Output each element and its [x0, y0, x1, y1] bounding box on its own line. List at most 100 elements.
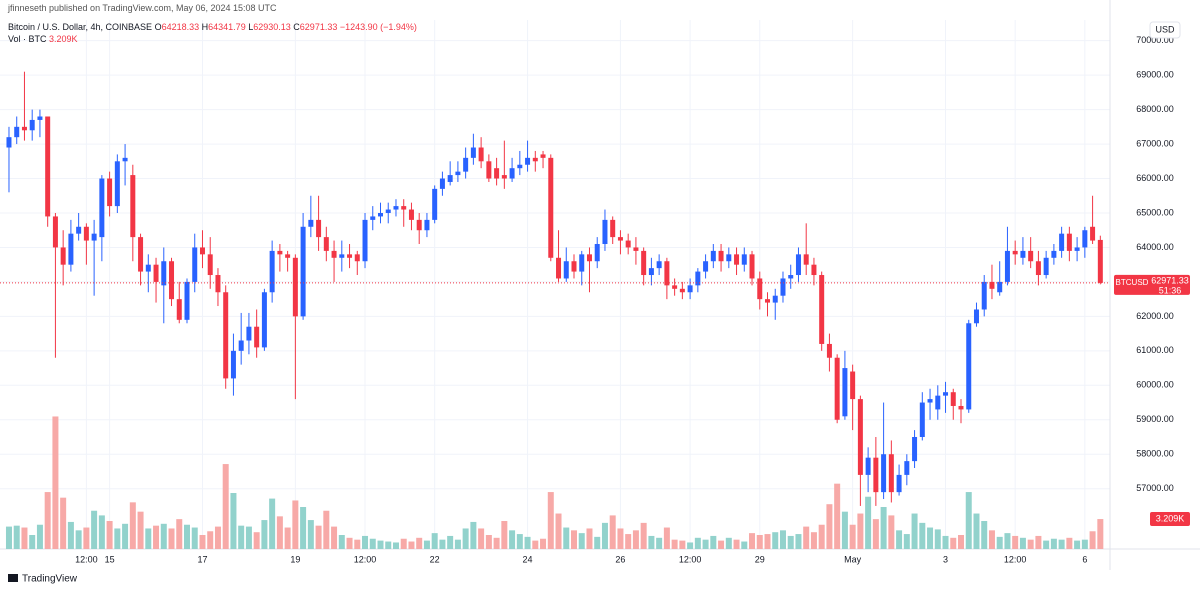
volume-bar — [509, 530, 516, 549]
candle-body — [548, 157, 554, 258]
candle-body — [1059, 233, 1065, 251]
candle-body — [656, 261, 662, 269]
volume-bar — [276, 516, 283, 549]
candle-body — [919, 402, 925, 437]
volume-bar — [501, 521, 508, 549]
volume-bar — [91, 510, 98, 549]
volume-bar — [52, 416, 59, 549]
volume-bar — [687, 542, 694, 549]
ohlc-letter: O — [154, 22, 162, 32]
volume-bar — [462, 528, 469, 549]
ohlc-value: 64218.33 — [161, 22, 200, 32]
candle-body — [765, 299, 771, 303]
logo: TradingView — [22, 574, 78, 585]
volume-bar — [362, 535, 369, 549]
volume-bar — [300, 507, 307, 549]
volume-bar — [44, 492, 51, 549]
volume-bar — [408, 541, 415, 549]
y-tick-label: 62000.00 — [1136, 311, 1174, 321]
volume-bar — [888, 515, 895, 549]
volume-bar — [988, 530, 995, 549]
candle-body — [393, 206, 399, 210]
candle-body — [857, 399, 863, 475]
volume-bar — [269, 498, 276, 549]
candle-body — [1020, 250, 1026, 258]
candle-body — [45, 116, 51, 217]
candle-body — [199, 247, 205, 255]
volume-bar — [1050, 538, 1057, 549]
volume-bar — [75, 530, 82, 549]
candle-body — [207, 254, 213, 276]
volume-bar — [431, 533, 438, 549]
volume-bar — [230, 493, 237, 549]
candle-body — [91, 233, 97, 241]
y-tick-label: 68000.00 — [1136, 104, 1174, 114]
y-tick-label: 57000.00 — [1136, 483, 1174, 493]
candle-body — [679, 288, 685, 293]
candle-body — [169, 261, 175, 300]
candle-body — [261, 292, 267, 348]
candle-body — [246, 326, 252, 341]
candle-body — [432, 188, 438, 220]
candle-body — [540, 154, 546, 158]
x-tick-label: 6 — [1082, 554, 1087, 564]
x-tick-label: 12:00 — [1004, 554, 1027, 564]
volume-bar — [199, 535, 206, 549]
volume-bar — [880, 507, 887, 549]
volume-bar — [694, 537, 701, 549]
volume-bar — [586, 528, 593, 549]
candle-body — [354, 254, 360, 262]
volume-bar — [803, 526, 810, 549]
volume-bar — [98, 515, 105, 549]
candle-body — [811, 264, 817, 276]
volume-bar — [1081, 539, 1088, 549]
x-tick-label: 12:00 — [679, 554, 702, 564]
volume-bar — [153, 525, 160, 549]
volume-bar — [718, 540, 725, 549]
volume-bar — [447, 535, 454, 549]
volume-bar — [369, 538, 376, 549]
volume-bar — [137, 511, 144, 549]
volume-bar — [60, 497, 67, 549]
volume-tag-label: 3.209K — [1156, 513, 1185, 523]
ohlc-letter: C — [293, 22, 300, 32]
candle-body — [586, 254, 592, 262]
candle-body — [447, 175, 453, 182]
candle-body — [60, 247, 66, 265]
volume-bar — [524, 536, 531, 549]
x-tick-label: 17 — [197, 554, 207, 564]
candle-body — [52, 216, 58, 248]
candle-body — [238, 340, 244, 351]
candle-body — [145, 264, 151, 272]
candle-body — [950, 392, 956, 406]
x-tick-label: 19 — [290, 554, 300, 564]
volume-bar — [439, 539, 446, 549]
x-tick-label: 26 — [615, 554, 625, 564]
candle-body — [509, 168, 515, 179]
volume-bar — [903, 534, 910, 549]
candle-body — [517, 164, 523, 169]
volume-bar — [21, 527, 28, 549]
candle-body — [21, 126, 27, 131]
candle-body — [896, 474, 902, 493]
volume-bar — [973, 513, 980, 549]
volume-bar — [478, 528, 485, 549]
volume-bar — [857, 513, 864, 549]
y-tick-label: 66000.00 — [1136, 173, 1174, 183]
volume-bar — [207, 531, 214, 549]
volume-bar — [214, 526, 221, 549]
volume-bar — [323, 510, 330, 549]
volume-bar — [338, 535, 345, 549]
y-tick-label: 67000.00 — [1136, 138, 1174, 148]
volume-bar — [191, 527, 198, 549]
candle-body — [703, 261, 709, 272]
volume-bar — [485, 535, 492, 549]
candle-body — [981, 281, 987, 310]
x-tick-label: 24 — [523, 554, 533, 564]
volume-bar — [749, 533, 756, 549]
volume-bar — [849, 524, 856, 549]
y-tick-label: 60000.00 — [1136, 380, 1174, 390]
candle-body — [594, 244, 600, 262]
